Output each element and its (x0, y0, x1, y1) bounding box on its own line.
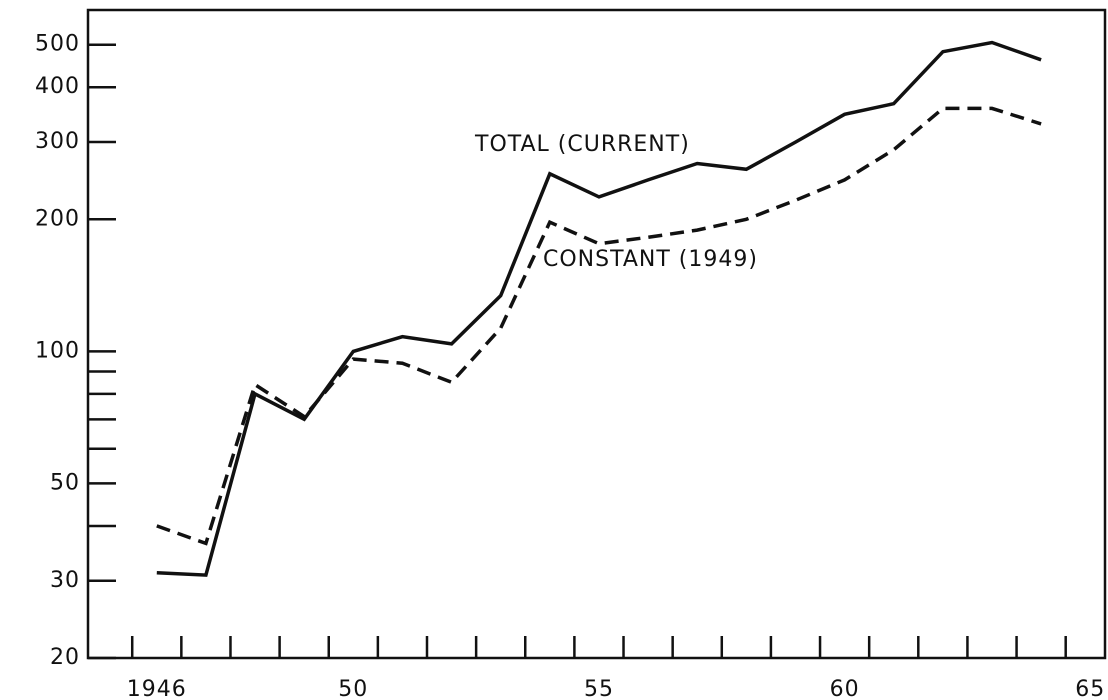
x-tick-label: 1946 (127, 677, 187, 700)
series-line (156, 40, 1042, 577)
x-tick-label: 50 (338, 677, 368, 700)
series-line (156, 106, 1042, 546)
x-tick-label: 55 (584, 677, 614, 700)
y-tick-label: 50 (50, 470, 80, 495)
y-tick-label: 100 (35, 338, 80, 363)
y-tick-label: 500 (35, 32, 80, 57)
y-tick-label: 300 (35, 129, 80, 154)
y-tick-label: 30 (50, 568, 80, 593)
x-tick-label: 65 (1075, 677, 1105, 700)
y-tick-label: 200 (35, 206, 80, 231)
y-tick-label: 20 (50, 645, 80, 670)
y-tick-label: 400 (35, 74, 80, 99)
series-label: TOTAL (CURRENT) (474, 132, 690, 157)
x-tick-label: 60 (830, 677, 860, 700)
plot-frame (86, 8, 1107, 660)
series-label: CONSTANT (1949) (543, 247, 758, 272)
